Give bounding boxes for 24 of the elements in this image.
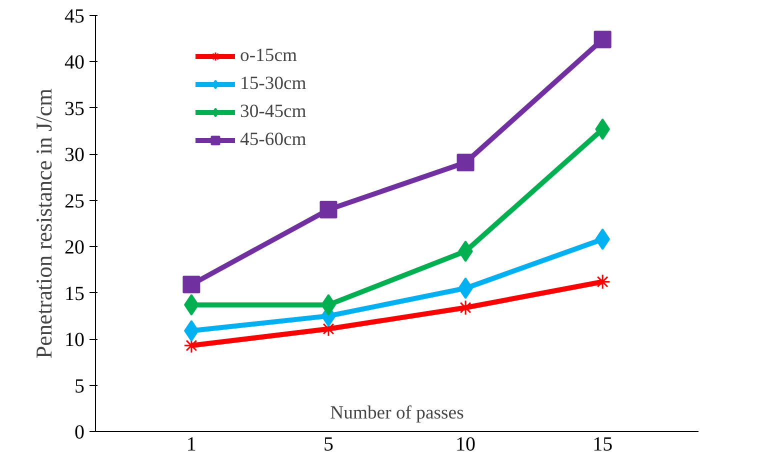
point (456, 154, 474, 172)
y-tick-label: 40 (64, 52, 84, 74)
y-tick-label: 20 (64, 236, 84, 259)
x-axis-title: Number of passes (330, 402, 464, 424)
y-tick-label: 35 (64, 98, 84, 120)
x-tick-label: 10 (456, 434, 476, 453)
y-tick-label: 0 (74, 422, 84, 444)
point (594, 30, 612, 48)
x-tick-label: 5 (323, 434, 334, 453)
x-tick-label: 15 (592, 434, 613, 453)
y-axis-title: Penetration resistance in J/cm (32, 88, 56, 358)
x-tick-label: 1 (186, 434, 196, 453)
point (182, 276, 200, 294)
legend-label: 30-45cm (240, 101, 306, 123)
y-tick-label: 45 (64, 6, 84, 28)
legend-label: 15-30cm (240, 73, 306, 95)
legend-label: o-15cm (240, 45, 297, 67)
y-tick-label: 15 (64, 282, 84, 305)
legend-label: 45-60cm (240, 129, 306, 151)
point (320, 200, 338, 218)
y-tick-label: 30 (64, 144, 84, 166)
y-tick-label: 10 (64, 329, 84, 352)
y-tick-label: 5 (74, 375, 84, 398)
y-tick-label: 25 (64, 190, 84, 212)
